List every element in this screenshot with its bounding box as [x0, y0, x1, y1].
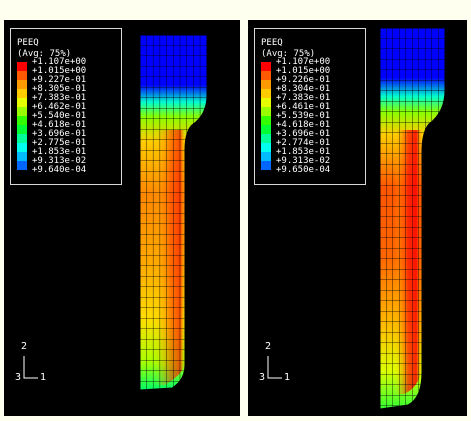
axis-triad-right: 2 3 1 [258, 342, 308, 392]
legend-swatch [261, 80, 271, 89]
legend-averaging: (Avg: 75%) [261, 49, 316, 59]
legend-value: +9.227e-01 [32, 75, 87, 85]
legend-swatch [17, 152, 27, 161]
legend-value: +1.107e+00 [276, 57, 331, 67]
legend-swatch [17, 80, 27, 89]
legend-swatch [17, 143, 27, 152]
legend-swatch [261, 161, 271, 170]
legend-swatch [17, 125, 27, 134]
legend-title: PEEQ [17, 38, 39, 48]
legend-value: +2.775e-01 [32, 138, 87, 148]
legend-swatch [261, 71, 271, 80]
legend-swatch [17, 71, 27, 80]
legend-swatch [17, 116, 27, 125]
legend-left: PEEQ (Avg: 75%) +1.107e+00 +1.015e+00 +9.2… [10, 28, 122, 185]
legend-averaging: (Avg: 75%) [17, 49, 72, 59]
legend-value: +3.696e-01 [276, 129, 331, 139]
legend-value: +6.461e-01 [276, 102, 331, 112]
legend-title: PEEQ [261, 38, 283, 48]
legend-swatch [261, 143, 271, 152]
axis-triad-left: 2 3 1 [14, 342, 64, 392]
legend-value: +1.015e+00 [32, 66, 87, 76]
triad-label-3: 3 [259, 372, 266, 383]
mesh-plot-left [139, 34, 208, 391]
legend-value: +8.304e-01 [276, 84, 331, 94]
legend-swatch [17, 62, 27, 71]
legend-right: PEEQ (Avg: 75%) +1.107e+00 +1.015e+00 +9.2… [254, 28, 366, 185]
triad-axes-icon [267, 356, 282, 379]
legend-swatch [17, 98, 27, 107]
legend-value: +1.853e-01 [276, 147, 331, 157]
viewport-right: PEEQ (Avg: 75%) +1.107e+00 +1.015e+00 +9.2… [248, 20, 467, 416]
legend-swatch [261, 62, 271, 71]
mesh-plot-right [379, 27, 446, 410]
viewport-left: PEEQ (Avg: 75%) +1.107e+00 +1.015e+00 +9.2… [4, 20, 240, 416]
legend-swatch [261, 98, 271, 107]
legend-value: +9.640e-04 [32, 165, 87, 175]
legend-swatch [17, 107, 27, 116]
triad-label-1: 1 [284, 372, 291, 383]
triad-label-2: 2 [21, 341, 28, 352]
legend-value: +4.618e-01 [32, 120, 87, 130]
legend-value: +1.107e+00 [32, 57, 87, 67]
legend-value: +9.313e-02 [276, 156, 331, 166]
legend-value: +3.696e-01 [32, 129, 87, 139]
triad-label-1: 1 [40, 372, 47, 383]
legend-value: +1.853e-01 [32, 147, 87, 157]
legend-value: +5.539e-01 [276, 111, 331, 121]
legend-swatch [261, 89, 271, 98]
legend-swatch [261, 152, 271, 161]
triad-label-3: 3 [15, 372, 22, 383]
legend-swatch [261, 134, 271, 143]
legend-value: +9.313e-02 [32, 156, 87, 166]
legend-value: +7.383e-01 [276, 93, 331, 103]
legend-swatch [261, 116, 271, 125]
legend-value: +4.618e-01 [276, 120, 331, 130]
legend-value: +6.462e-01 [32, 102, 87, 112]
legend-value: +8.305e-01 [32, 84, 87, 94]
legend-swatch [17, 161, 27, 170]
legend-swatch [17, 89, 27, 98]
legend-value: +7.383e-01 [32, 93, 87, 103]
legend-value: +1.015e+00 [276, 66, 331, 76]
triad-axes-icon [23, 356, 38, 379]
legend-swatch [261, 107, 271, 116]
legend-value: +9.226e-01 [276, 75, 331, 85]
legend-swatch [17, 134, 27, 143]
legend-value: +5.540e-01 [32, 111, 87, 121]
triad-label-2: 2 [265, 341, 272, 352]
legend-swatch [261, 125, 271, 134]
legend-value: +9.650e-04 [276, 165, 331, 175]
legend-value: +2.774e-01 [276, 138, 331, 148]
